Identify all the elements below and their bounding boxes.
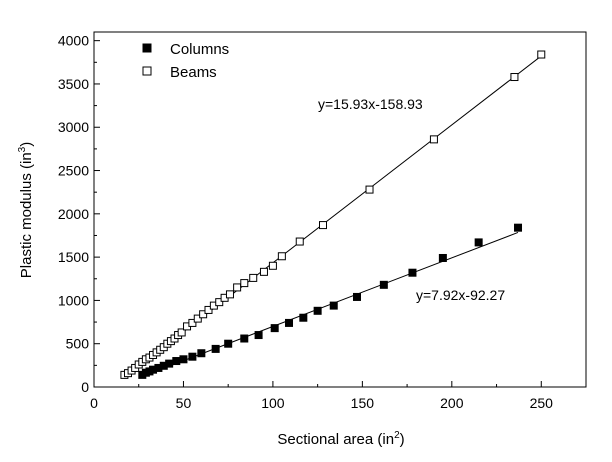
columns-data-point <box>211 344 220 353</box>
y-axis-ticks: 0 500 1000 1500 2000 2500 3000 3500 4000 <box>58 33 100 395</box>
columns-data-point <box>165 359 174 368</box>
beams-data-point <box>268 261 277 270</box>
legend-label-beams: Beams <box>170 64 217 81</box>
beams-data-point <box>319 221 328 230</box>
beams-data-point <box>365 185 374 194</box>
columns-data-point <box>240 334 249 343</box>
legend-marker-beams <box>142 66 152 76</box>
beams-data-point <box>233 283 242 292</box>
y-tick-label: 2000 <box>58 206 89 222</box>
beams-data-point <box>193 314 202 323</box>
x-axis-ticks: 0 50 100 150 200 250 <box>90 381 553 411</box>
y-tick-label: 4000 <box>58 33 89 49</box>
y-axis-title: Plastic modulus (in3) <box>17 142 35 278</box>
beams-data-point <box>225 290 234 299</box>
x-tick-label: 250 <box>530 395 554 411</box>
columns-data-point <box>352 292 361 301</box>
columns-data-point <box>172 357 181 366</box>
y-tick-label: 1500 <box>58 249 89 265</box>
beams-data-point <box>177 328 186 337</box>
legend-marker-columns <box>142 43 152 53</box>
columns-data-point <box>270 324 279 333</box>
beams-data-point <box>240 279 249 288</box>
columns-data-point <box>285 318 294 327</box>
beams-data-point <box>249 273 258 282</box>
legend-label-columns: Columns <box>170 41 229 58</box>
plot-frame <box>93 31 587 388</box>
x-tick-label: 200 <box>440 395 464 411</box>
y-tick-label: 3500 <box>58 76 89 92</box>
x-tick-label: 0 <box>90 395 98 411</box>
beams-data-point <box>537 50 546 59</box>
beams-data-point <box>188 318 197 327</box>
columns-data-point <box>514 223 523 232</box>
beams-data-point <box>295 237 304 246</box>
columns-data-point <box>408 268 417 277</box>
columns-data-point <box>438 253 447 262</box>
beams-data-point <box>204 305 213 314</box>
columns-data-point <box>379 280 388 289</box>
columns-data-point <box>299 313 308 322</box>
beams-data-point <box>259 267 268 276</box>
data-points <box>120 50 546 379</box>
beams-data-point <box>429 135 438 144</box>
legend: Columns Beams <box>142 41 229 81</box>
columns-data-point <box>197 349 206 358</box>
columns-data-point <box>313 306 322 315</box>
beams-data-point <box>199 310 208 319</box>
y-tick-label: 2500 <box>58 163 89 179</box>
columns-data-point <box>254 331 263 340</box>
beams-data-point <box>215 298 224 307</box>
y-tick-label: 0 <box>81 379 89 395</box>
columns-data-point <box>188 352 197 361</box>
y-tick-label: 3000 <box>58 119 89 135</box>
y-tick-label: 500 <box>66 336 90 352</box>
columns-data-point <box>474 238 483 247</box>
x-tick-label: 100 <box>261 395 285 411</box>
columns-data-point <box>224 339 233 348</box>
beams-data-point <box>277 252 286 261</box>
y-tick-label: 1000 <box>58 292 89 308</box>
columns-data-point <box>179 355 188 364</box>
beams-fit-equation: y=15.93x-158.93 <box>318 96 423 112</box>
columns-data-point <box>329 301 338 310</box>
x-tick-label: 50 <box>176 395 192 411</box>
beams-data-point <box>510 73 519 82</box>
x-axis-title: Sectional area (in2) <box>277 430 404 448</box>
x-tick-label: 150 <box>351 395 375 411</box>
columns-fit-equation: y=7.92x-92.27 <box>416 287 505 303</box>
